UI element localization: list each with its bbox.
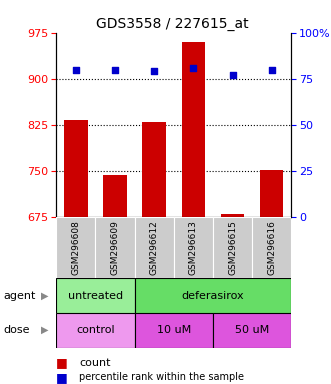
Text: dose: dose: [3, 325, 30, 335]
Bar: [135, 278, 291, 313]
Point: [191, 65, 196, 71]
Bar: [56, 313, 135, 348]
Point: [230, 72, 235, 78]
Bar: [135, 217, 174, 278]
Text: percentile rank within the sample: percentile rank within the sample: [79, 372, 244, 382]
Bar: [260, 170, 283, 217]
Bar: [103, 175, 127, 217]
Text: agent: agent: [3, 291, 36, 301]
Text: GSM296616: GSM296616: [267, 220, 276, 275]
Text: GSM296612: GSM296612: [150, 220, 159, 275]
Text: GDS3558 / 227615_at: GDS3558 / 227615_at: [96, 17, 249, 31]
Bar: [174, 217, 213, 278]
Text: GSM296613: GSM296613: [189, 220, 198, 275]
Bar: [56, 278, 135, 313]
Text: GSM296615: GSM296615: [228, 220, 237, 275]
Text: ▶: ▶: [41, 325, 48, 335]
Bar: [142, 122, 166, 217]
Point: [113, 66, 118, 73]
Bar: [64, 120, 88, 217]
Bar: [213, 313, 291, 348]
Text: 50 uM: 50 uM: [235, 325, 269, 335]
Bar: [213, 217, 252, 278]
Bar: [135, 313, 213, 348]
Text: GSM296609: GSM296609: [111, 220, 119, 275]
Text: ■: ■: [56, 371, 68, 384]
Bar: [182, 42, 205, 217]
Text: GSM296608: GSM296608: [71, 220, 80, 275]
Bar: [95, 217, 135, 278]
Text: count: count: [79, 358, 111, 368]
Point: [152, 68, 157, 74]
Bar: [56, 217, 95, 278]
Point: [269, 66, 274, 73]
Text: control: control: [76, 325, 115, 335]
Text: deferasirox: deferasirox: [182, 291, 244, 301]
Text: 10 uM: 10 uM: [157, 325, 191, 335]
Bar: [221, 214, 244, 217]
Text: ▶: ▶: [41, 291, 48, 301]
Bar: [252, 217, 291, 278]
Text: ■: ■: [56, 356, 68, 369]
Point: [73, 66, 78, 73]
Text: untreated: untreated: [68, 291, 123, 301]
